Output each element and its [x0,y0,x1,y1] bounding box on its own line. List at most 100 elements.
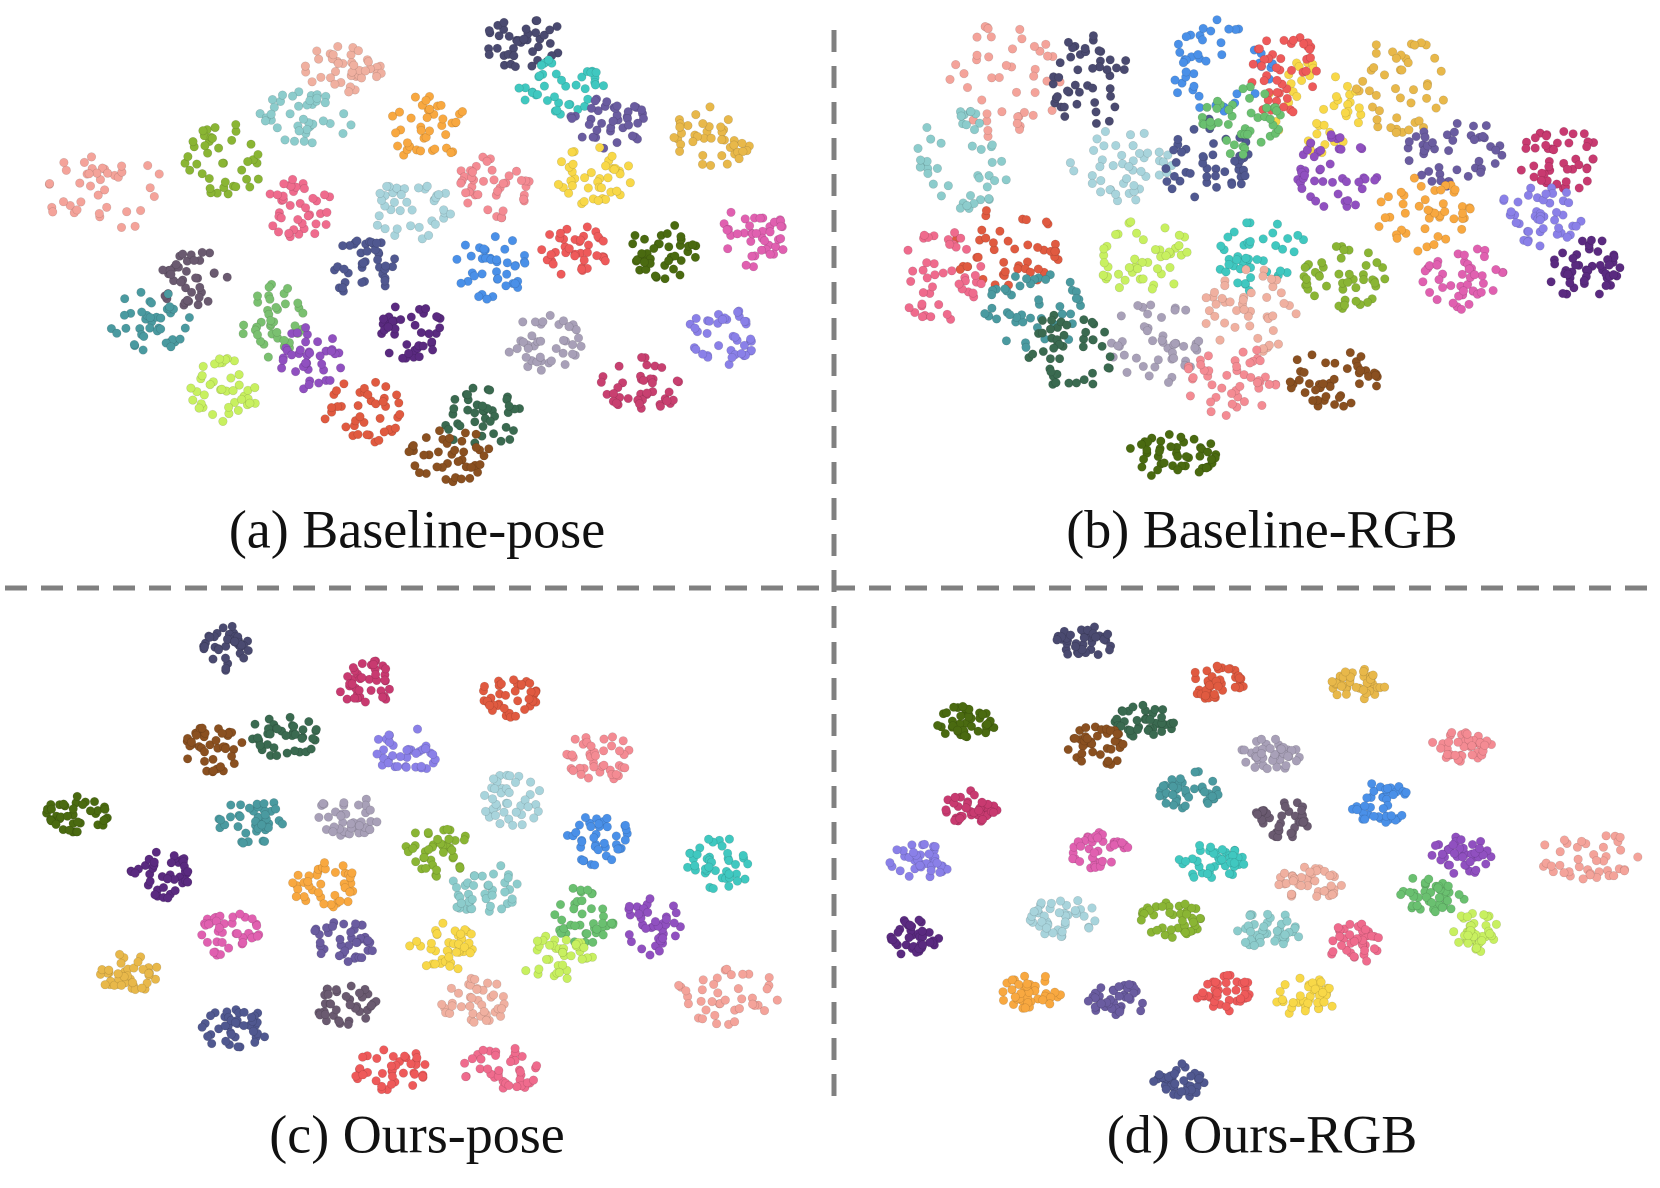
point [378,314,389,324]
point [1259,76,1269,86]
point [1081,327,1091,337]
point [548,259,558,269]
point [465,1001,475,1011]
point [1066,52,1076,62]
point [688,137,698,147]
point [343,956,353,967]
point [183,152,193,162]
point [987,290,997,300]
point [510,261,520,271]
point [1210,311,1220,321]
point [481,1015,491,1026]
point [1511,218,1521,228]
point [690,252,701,262]
point [282,748,292,758]
point [924,849,934,859]
point [638,113,649,124]
point [1546,277,1556,287]
point [1170,338,1180,349]
point [517,820,527,830]
point [577,132,587,142]
point [424,230,434,240]
point [970,270,980,281]
point [564,244,574,254]
point [180,323,190,333]
point [1396,889,1406,900]
point [1177,1059,1187,1069]
point [1351,283,1361,293]
point [512,344,522,354]
point [1173,134,1183,144]
point [904,303,914,313]
point [1563,269,1573,279]
point [130,221,140,231]
point [1245,910,1255,921]
point [1178,57,1188,68]
point [1103,363,1113,373]
point [1041,274,1051,285]
point [350,919,361,929]
point [1379,70,1390,80]
point [1456,835,1466,845]
point [1152,925,1162,935]
point [567,349,578,359]
point [555,899,566,910]
point [482,156,492,166]
point [1189,124,1199,134]
point [1161,1084,1171,1094]
point [1104,645,1115,655]
point [1358,275,1369,285]
point [1179,1075,1189,1086]
point [512,1082,522,1092]
point [176,277,186,287]
point [413,183,424,193]
point [683,120,693,131]
point [479,1006,489,1017]
point [1130,254,1140,264]
point [444,834,454,844]
point [1234,673,1244,683]
point [1189,872,1199,882]
point [207,1038,217,1049]
point [1168,145,1179,155]
point [1340,108,1350,118]
point [199,756,210,766]
point [1114,283,1124,293]
point [1553,223,1564,233]
point [1352,805,1362,815]
point [291,367,301,377]
point [972,50,982,60]
point [328,50,338,60]
point [1513,197,1523,207]
point [919,839,930,849]
point [1207,380,1217,390]
point [1113,341,1123,351]
point [586,168,596,178]
point [1258,271,1268,281]
point [1562,164,1572,174]
point [1181,32,1191,42]
point [460,1058,470,1068]
point [325,375,335,386]
point [1615,263,1625,273]
point [230,636,240,647]
point [968,288,978,298]
point [197,1022,207,1032]
point [1469,135,1479,145]
point [1339,245,1349,255]
point [618,736,628,746]
point [737,138,747,148]
point [1076,841,1086,851]
point [1388,790,1398,800]
point [1245,273,1256,283]
point [416,146,426,156]
point [917,299,927,309]
point [637,944,647,954]
point [904,932,914,943]
point [1336,681,1346,691]
point [1048,928,1058,938]
point [1007,985,1017,995]
point [496,679,507,689]
point [1209,689,1220,699]
point [266,109,276,119]
